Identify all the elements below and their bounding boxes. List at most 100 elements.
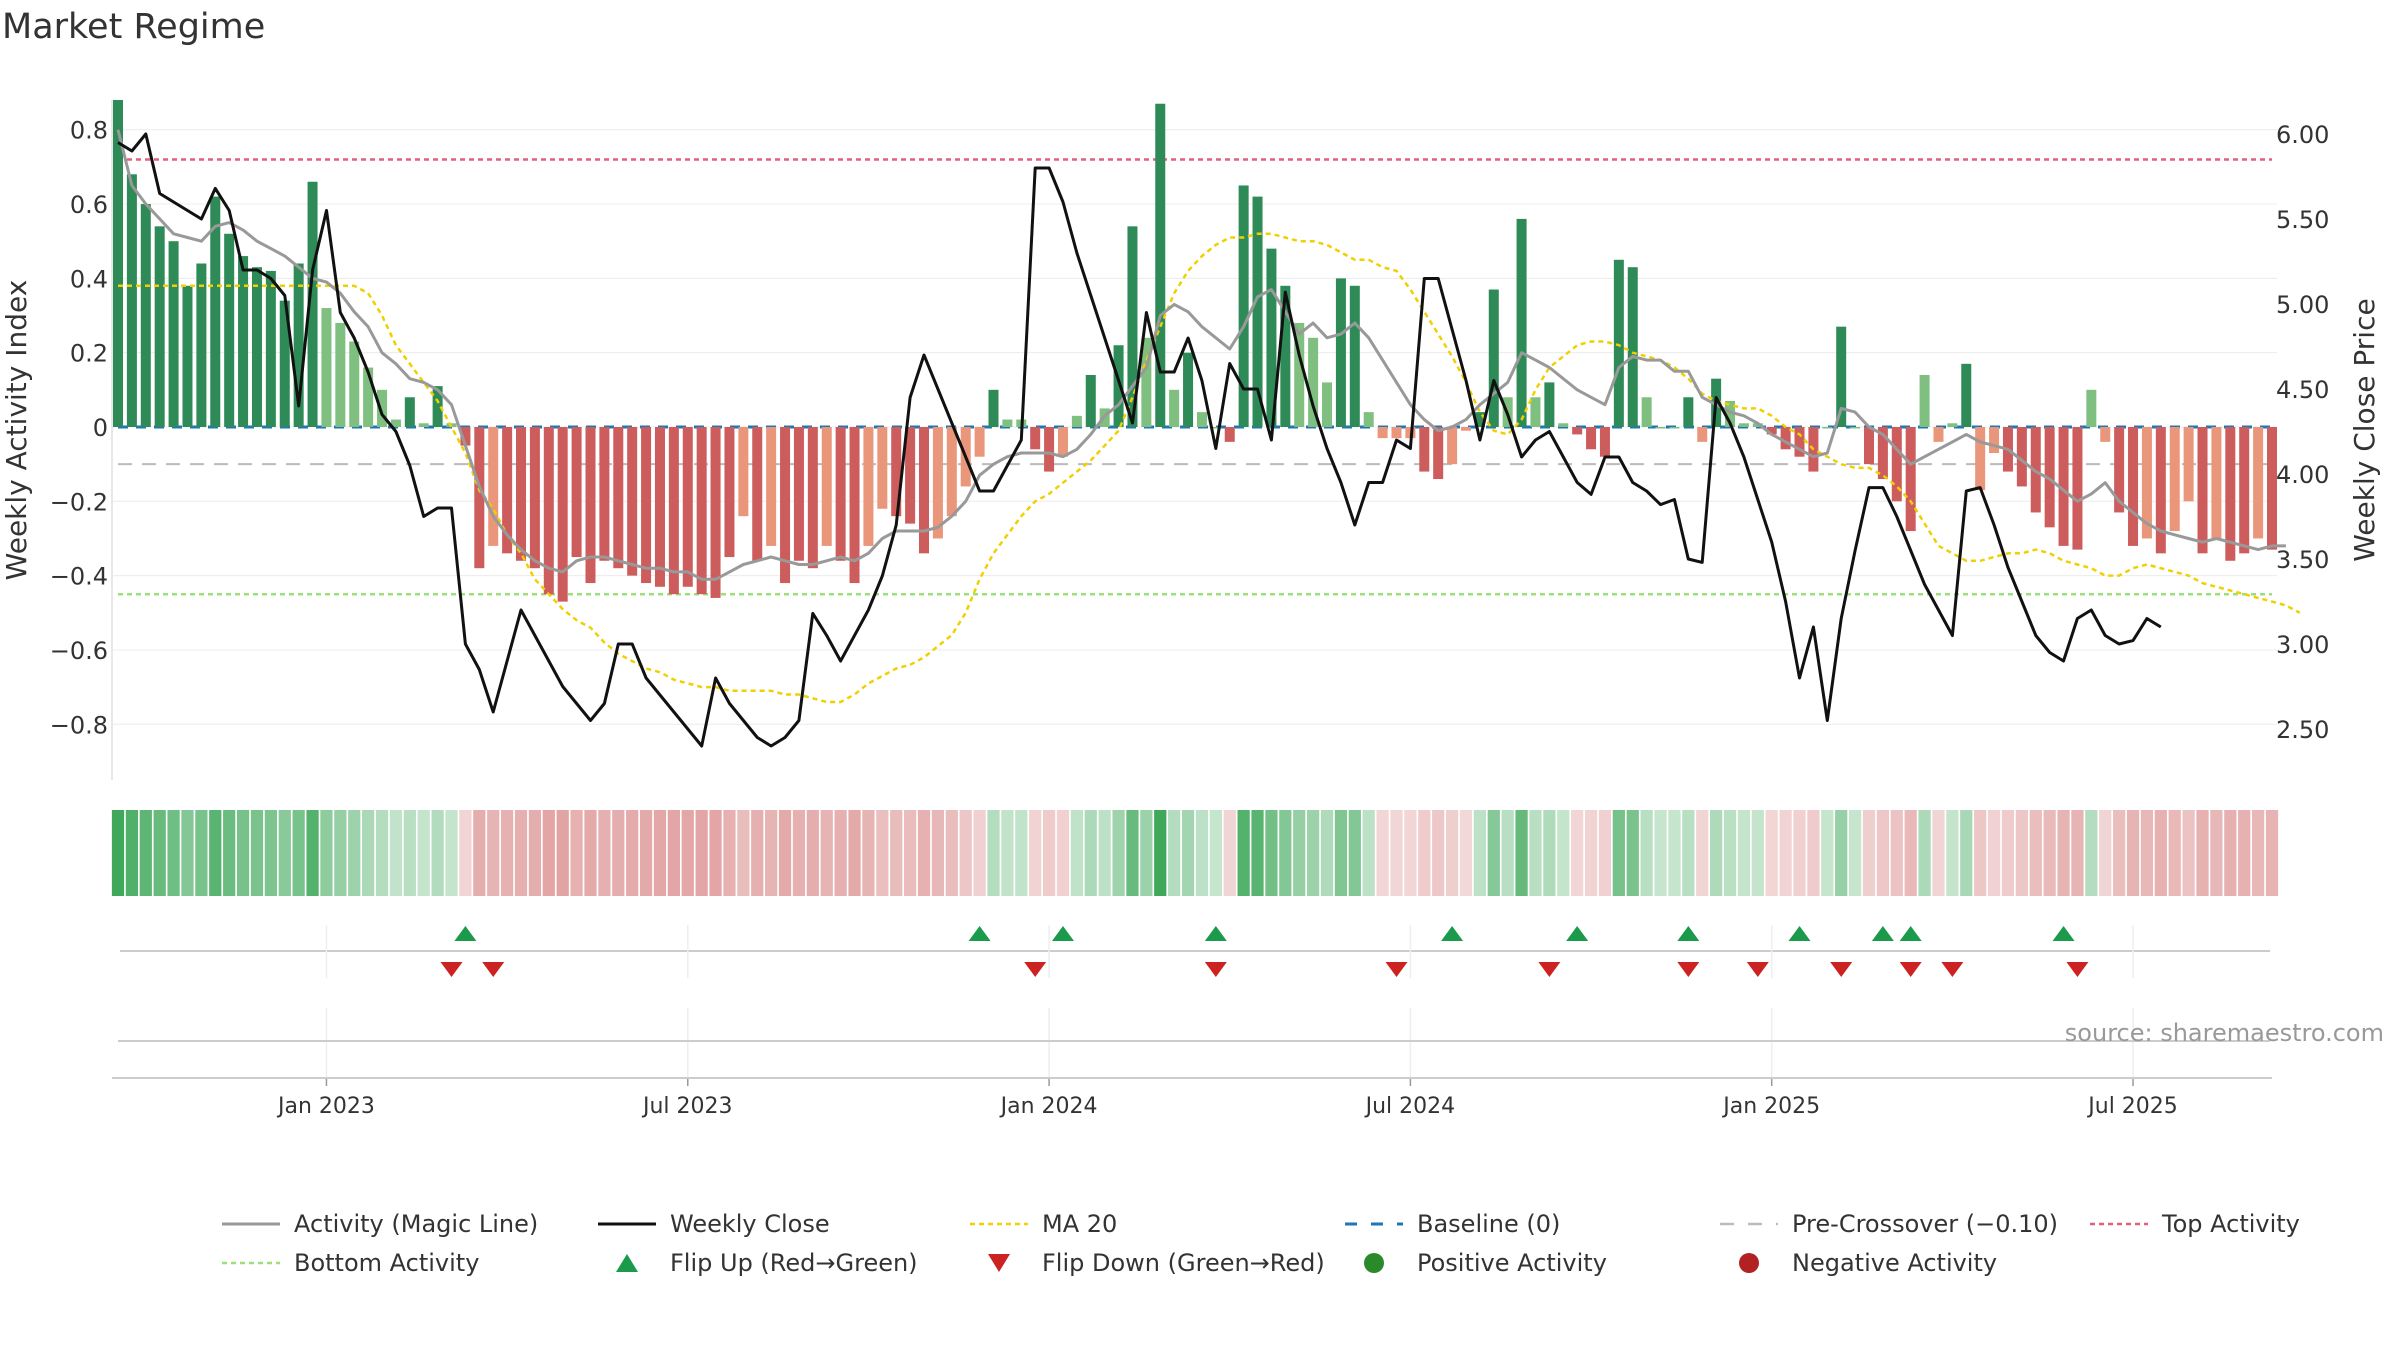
legend-label: Weekly Close (670, 1210, 830, 1238)
regime-cell (1181, 810, 1195, 896)
legend-swatch (1739, 1253, 1759, 1273)
regime-cell (2251, 810, 2265, 896)
activity-bar (863, 426, 874, 546)
activity-bar (877, 426, 888, 509)
activity-bar (196, 263, 207, 427)
flip-down-marker (1746, 962, 1769, 977)
regime-cell (1084, 810, 1097, 896)
activity-bar (1252, 196, 1263, 427)
left-tick-label: −0.8 (50, 711, 108, 739)
activity-bar (1683, 397, 1694, 427)
regime-cell (223, 810, 236, 896)
flip-down-marker (440, 962, 463, 977)
activity-bar (2197, 426, 2208, 554)
regime-cell (1904, 810, 1917, 896)
regime-cell (1251, 810, 1264, 896)
regime-cell (959, 810, 972, 896)
activity-bar (2044, 426, 2055, 528)
activity-bar (2058, 426, 2069, 546)
regime-cell (1987, 810, 2001, 896)
regime-cell (1056, 810, 1070, 896)
reference-lines (118, 158, 2272, 596)
activity-bars (112, 100, 2278, 602)
legend-swatch (616, 1254, 638, 1272)
activity-bar (1738, 423, 1749, 427)
legend-item: Positive Activity (1364, 1249, 1607, 1277)
regime-cell (890, 810, 903, 896)
activity-bar (1586, 426, 1597, 450)
activity-bar (599, 426, 610, 561)
regime-cell (514, 810, 528, 896)
activity-bar (363, 367, 374, 427)
regime-cell (1626, 810, 1639, 896)
regime-cell (1974, 810, 1987, 896)
activity-bar (1474, 412, 1485, 427)
left-tick-label: 0.6 (70, 191, 108, 219)
regime-cell (1432, 810, 1445, 896)
right-axis-label: Weekly Close Price (2348, 298, 2381, 561)
activity-bar (1002, 419, 1013, 427)
x-tick-label: Jul 2024 (1364, 1094, 1456, 1119)
regime-cell (1876, 810, 1890, 896)
flip-down-marker (1941, 962, 1964, 977)
legend-item: Top Activity (2090, 1210, 2300, 1238)
regime-cell (751, 810, 764, 896)
activity-bar (224, 233, 235, 427)
activity-bar (821, 426, 832, 546)
legend-item: Flip Down (Green→Red) (988, 1249, 1325, 1277)
activity-bar (905, 426, 916, 524)
regime-cell (1793, 810, 1806, 896)
activity-bar (432, 386, 443, 427)
series-lines (116, 129, 2301, 748)
activity-bar (1169, 389, 1180, 427)
regime-cell (1362, 810, 1375, 896)
flip-down-marker (1677, 962, 1700, 977)
regime-cell (1598, 810, 1612, 896)
legend-item: Weekly Close (598, 1210, 830, 1238)
legend-item: MA 20 (970, 1210, 1117, 1238)
right-tick-label: 3.00 (2276, 631, 2329, 659)
activity-bar (752, 426, 763, 561)
activity-bar (710, 426, 721, 598)
regime-cell (1765, 810, 1778, 896)
regime-cell (1307, 810, 1320, 896)
activity-bar (1780, 426, 1791, 450)
regime-cell (792, 810, 806, 896)
regime-cell (1015, 810, 1028, 896)
activity-bar (766, 426, 777, 546)
flip-up-marker (1899, 926, 1922, 941)
regime-cell (1543, 810, 1556, 896)
regime-cell (459, 810, 472, 896)
regime-cell (500, 810, 514, 896)
regime-cell (473, 810, 486, 896)
activity-bar (307, 181, 318, 427)
activity-bar (1224, 426, 1235, 442)
regime-cell (1334, 810, 1348, 896)
legend-item: Negative Activity (1739, 1249, 1997, 1277)
activity-bar (474, 426, 485, 569)
activity-bar (1447, 426, 1458, 465)
regime-cell (1779, 810, 1792, 896)
magic-line (116, 129, 2286, 581)
right-tick-label: 2.50 (2276, 716, 2329, 744)
activity-bar (1210, 426, 1221, 429)
activity-bar (668, 426, 679, 595)
activity-bar (1655, 426, 1666, 429)
activity-bar (1891, 426, 1902, 502)
regime-cell (542, 810, 555, 896)
activity-bar (1196, 412, 1207, 427)
regime-cell (403, 810, 416, 896)
regime-cell (125, 810, 139, 896)
activity-bar (2141, 426, 2152, 539)
activity-bar (1558, 423, 1569, 427)
activity-bar (1363, 412, 1374, 427)
activity-bar (807, 426, 818, 569)
activity-bar (919, 426, 930, 554)
regime-cell (2168, 810, 2181, 896)
regime-cell (1723, 810, 1737, 896)
regime-cell (806, 810, 819, 896)
activity-bar (1822, 426, 1833, 429)
regime-cell (389, 810, 403, 896)
activity-bar (1057, 426, 1068, 457)
regime-cell (1098, 810, 1111, 896)
